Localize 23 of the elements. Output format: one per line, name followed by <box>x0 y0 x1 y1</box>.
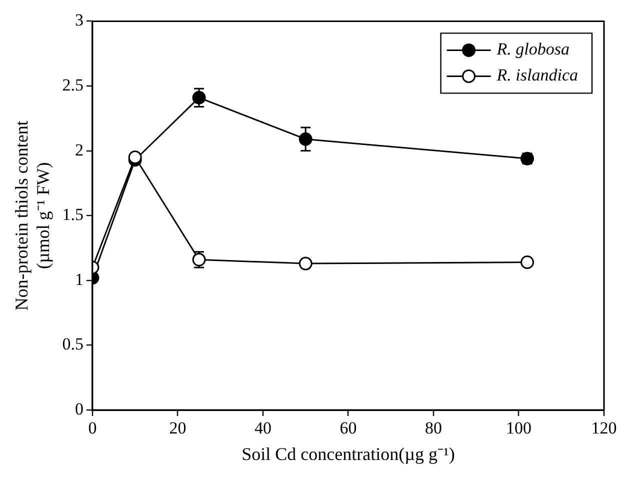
point <box>128 150 142 164</box>
legend-label: R. islandica <box>496 66 578 85</box>
point <box>520 256 534 270</box>
y-tick-label: 2.5 <box>62 75 84 94</box>
x-tick-label: 0 <box>88 418 97 438</box>
point <box>298 132 312 146</box>
y-tick-label: 0 <box>74 399 84 418</box>
y-tick-label: 0.5 <box>62 334 84 354</box>
x-tick-label: 120 <box>591 418 617 438</box>
y-tick-label: 1.5 <box>62 205 84 224</box>
x-tick-label: 60 <box>340 418 357 438</box>
point <box>298 256 312 270</box>
x-tick-label: 80 <box>424 418 442 438</box>
legend-label: R. globosa <box>496 40 570 59</box>
y-tick-label: 1 <box>74 270 84 289</box>
y-tick-label: 3 <box>74 10 84 30</box>
y-tick-label: 2 <box>74 140 84 160</box>
y-axis-title: Non-protein thiols content (µmol g⁻¹ FW) <box>12 120 54 311</box>
point <box>192 90 206 104</box>
x-tick-label: 20 <box>169 418 186 438</box>
x-axis-title: Soil Cd concentration(µg g⁻¹) <box>242 444 455 464</box>
x-tick-label: 100 <box>506 418 532 438</box>
x-tick-label: 40 <box>254 418 272 438</box>
